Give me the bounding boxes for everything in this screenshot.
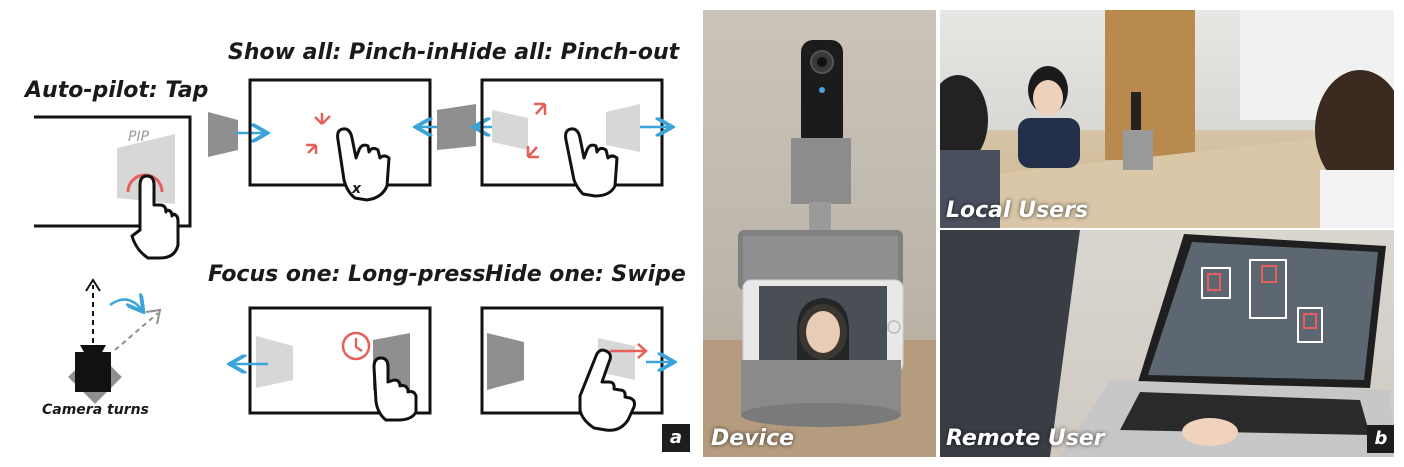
show-all-label: Show all: Pinch-in — [228, 40, 450, 65]
local-users-illustration — [940, 10, 1394, 228]
device-illustration — [703, 40, 936, 457]
x-label: x — [352, 181, 362, 197]
remote-user-label: Remote User — [946, 426, 1105, 451]
tap-hand-icon — [130, 174, 180, 260]
panel-a-diagram — [34, 78, 700, 432]
pinch-out-hand-icon — [564, 127, 619, 198]
pip-label: PIP — [128, 129, 150, 145]
autopilot-label: Auto-pilot: Tap — [25, 78, 209, 103]
device-photo: Device — [703, 10, 936, 457]
focus-one-label: Focus one: Long-press — [208, 262, 486, 287]
show-all-screen — [208, 78, 432, 187]
swipe-hand-icon — [578, 348, 636, 432]
clock-icon — [341, 331, 371, 361]
pinch-in-hand-icon — [336, 127, 391, 202]
local-users-label: Local Users — [946, 198, 1089, 223]
hide-one-screen — [480, 306, 672, 415]
device-label: Device — [711, 426, 795, 451]
panel-a-tag: a — [662, 424, 690, 452]
hide-all-screen — [418, 78, 670, 187]
local-users-photo: Local Users — [940, 10, 1394, 228]
long-press-hand-icon — [372, 356, 418, 422]
panel-b-tag: b — [1367, 425, 1394, 453]
camera-turns-label: Camera turns — [42, 402, 149, 418]
hide-all-label: Hide all: Pinch-out — [450, 40, 680, 65]
hide-one-label: Hide one: Swipe — [485, 262, 686, 287]
remote-user-photo: Remote User b — [940, 230, 1394, 457]
camera-turns-icon — [68, 278, 162, 404]
remote-user-illustration — [940, 230, 1394, 457]
